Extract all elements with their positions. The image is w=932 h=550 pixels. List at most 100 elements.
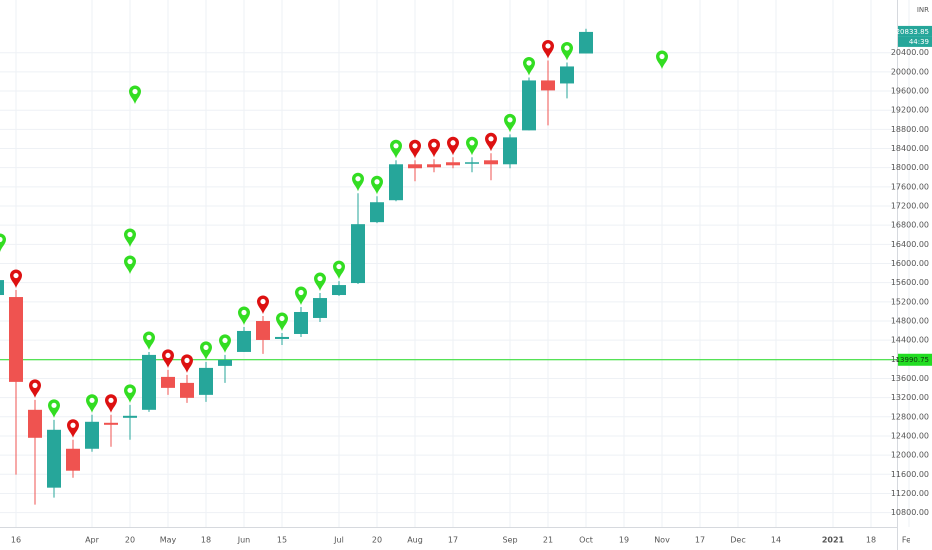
candle-body <box>332 285 346 296</box>
pin-hole <box>545 43 551 49</box>
candle-body <box>180 382 194 398</box>
candle-body <box>503 137 517 165</box>
signal-pin <box>124 384 136 403</box>
candle-body <box>9 297 23 382</box>
y-tick-label: 12000.00 <box>891 451 929 460</box>
signal-pin <box>105 394 117 413</box>
signal-pin <box>86 394 98 413</box>
x-tick-label: May <box>160 536 177 545</box>
pin-hole <box>32 382 38 388</box>
signal-pin <box>129 85 141 104</box>
candle-body <box>256 320 270 340</box>
y-tick-label: 15200.00 <box>891 297 929 306</box>
candle-body <box>351 224 365 284</box>
pin-hole <box>146 334 152 341</box>
pin-hole <box>393 143 399 149</box>
signal-pin <box>390 139 402 159</box>
x-tick-label: Jun <box>237 536 251 545</box>
y-tick-label: 11600.00 <box>891 470 929 479</box>
signal-pin <box>276 312 288 331</box>
candle-body <box>0 280 4 296</box>
pin-hole <box>260 298 266 305</box>
signal-pin <box>181 354 193 373</box>
signal-pin <box>409 139 421 159</box>
x-tick-label: Apr <box>85 536 100 545</box>
pin-hole <box>374 179 380 185</box>
candle-body <box>142 354 156 410</box>
x-axis: 16 Apr 20 May 18 Jun 15 Jul 20 Aug 17 Sep 21 Oct 19 Nov… <box>11 536 916 545</box>
pin-hole <box>488 136 494 142</box>
candle-body <box>465 162 479 164</box>
pin-hole <box>184 357 190 363</box>
x-tick-label: Nov <box>654 536 670 545</box>
y-tick-label: 17200.00 <box>891 202 929 211</box>
pin-hole <box>222 337 228 344</box>
candle-body <box>370 202 384 223</box>
x-tick-label: 20 <box>125 536 135 545</box>
x-tick-label: 15 <box>277 536 287 545</box>
pin-hole <box>507 117 513 123</box>
pin-hole <box>89 397 95 403</box>
pin-hole <box>450 140 456 146</box>
last-price-label: 20833.85 <box>896 28 929 36</box>
candle-body <box>484 160 498 165</box>
signal-pin <box>352 172 364 192</box>
candle-body <box>313 298 327 318</box>
y-tick-label: 10800.00 <box>891 508 929 517</box>
plot-area <box>0 28 897 505</box>
y-tick-label: 19600.00 <box>891 87 929 96</box>
pin-hole <box>298 289 304 296</box>
x-tick-label: Dec <box>730 536 745 545</box>
signal-pin <box>561 41 573 61</box>
y-tick-label: 20400.00 <box>891 48 929 57</box>
y-tick-label: 12400.00 <box>891 431 929 440</box>
pin-hole <box>70 422 76 428</box>
candle-body <box>446 162 460 166</box>
pin-hole <box>127 387 133 393</box>
y-tick-label: 19200.00 <box>891 106 929 115</box>
signal-pin <box>504 113 516 133</box>
signal-pin <box>314 272 326 292</box>
candle-body <box>427 164 441 168</box>
x-tick-label: 21 <box>543 536 553 545</box>
signal-pin <box>10 269 22 289</box>
pin-hole <box>564 45 570 51</box>
signal-pin <box>656 50 668 69</box>
candle-body <box>389 164 403 201</box>
signal-pin <box>466 136 478 156</box>
pin-hole <box>336 263 342 270</box>
candle-body <box>199 367 213 395</box>
x-tick-label: Jul <box>333 536 344 545</box>
x-tick-label: Feb <box>902 536 916 545</box>
signal-pin <box>542 39 554 59</box>
price-line-box <box>898 353 932 366</box>
x-tick-label: 18 <box>866 536 876 545</box>
pin-hole <box>355 176 361 182</box>
signal-pin <box>0 233 6 252</box>
pin-hole <box>279 315 285 322</box>
candle-body <box>28 409 42 438</box>
x-tick-label: 20 <box>372 536 382 545</box>
signal-pin <box>333 260 345 280</box>
signal-pin <box>238 306 250 325</box>
signal-pin <box>124 255 136 274</box>
signal-pin <box>29 379 41 398</box>
pin-hole <box>317 275 323 282</box>
last-price-box <box>898 25 932 37</box>
candle-body <box>579 31 593 54</box>
pin-hole <box>431 142 437 148</box>
y-tick-label: 18400.00 <box>891 144 929 153</box>
y-tick-label: 15600.00 <box>891 278 929 287</box>
signal-pin <box>523 56 535 76</box>
signal-pin <box>219 334 231 353</box>
pin-hole <box>526 60 532 66</box>
signal-pin <box>124 228 136 247</box>
candle-body <box>541 80 555 91</box>
candle-body <box>237 330 251 352</box>
candle-body <box>275 336 289 339</box>
x-tick-label: Sep <box>502 536 517 545</box>
pin-hole <box>165 352 171 359</box>
signal-pin <box>295 286 307 306</box>
y-tick-label: 16400.00 <box>891 240 929 249</box>
